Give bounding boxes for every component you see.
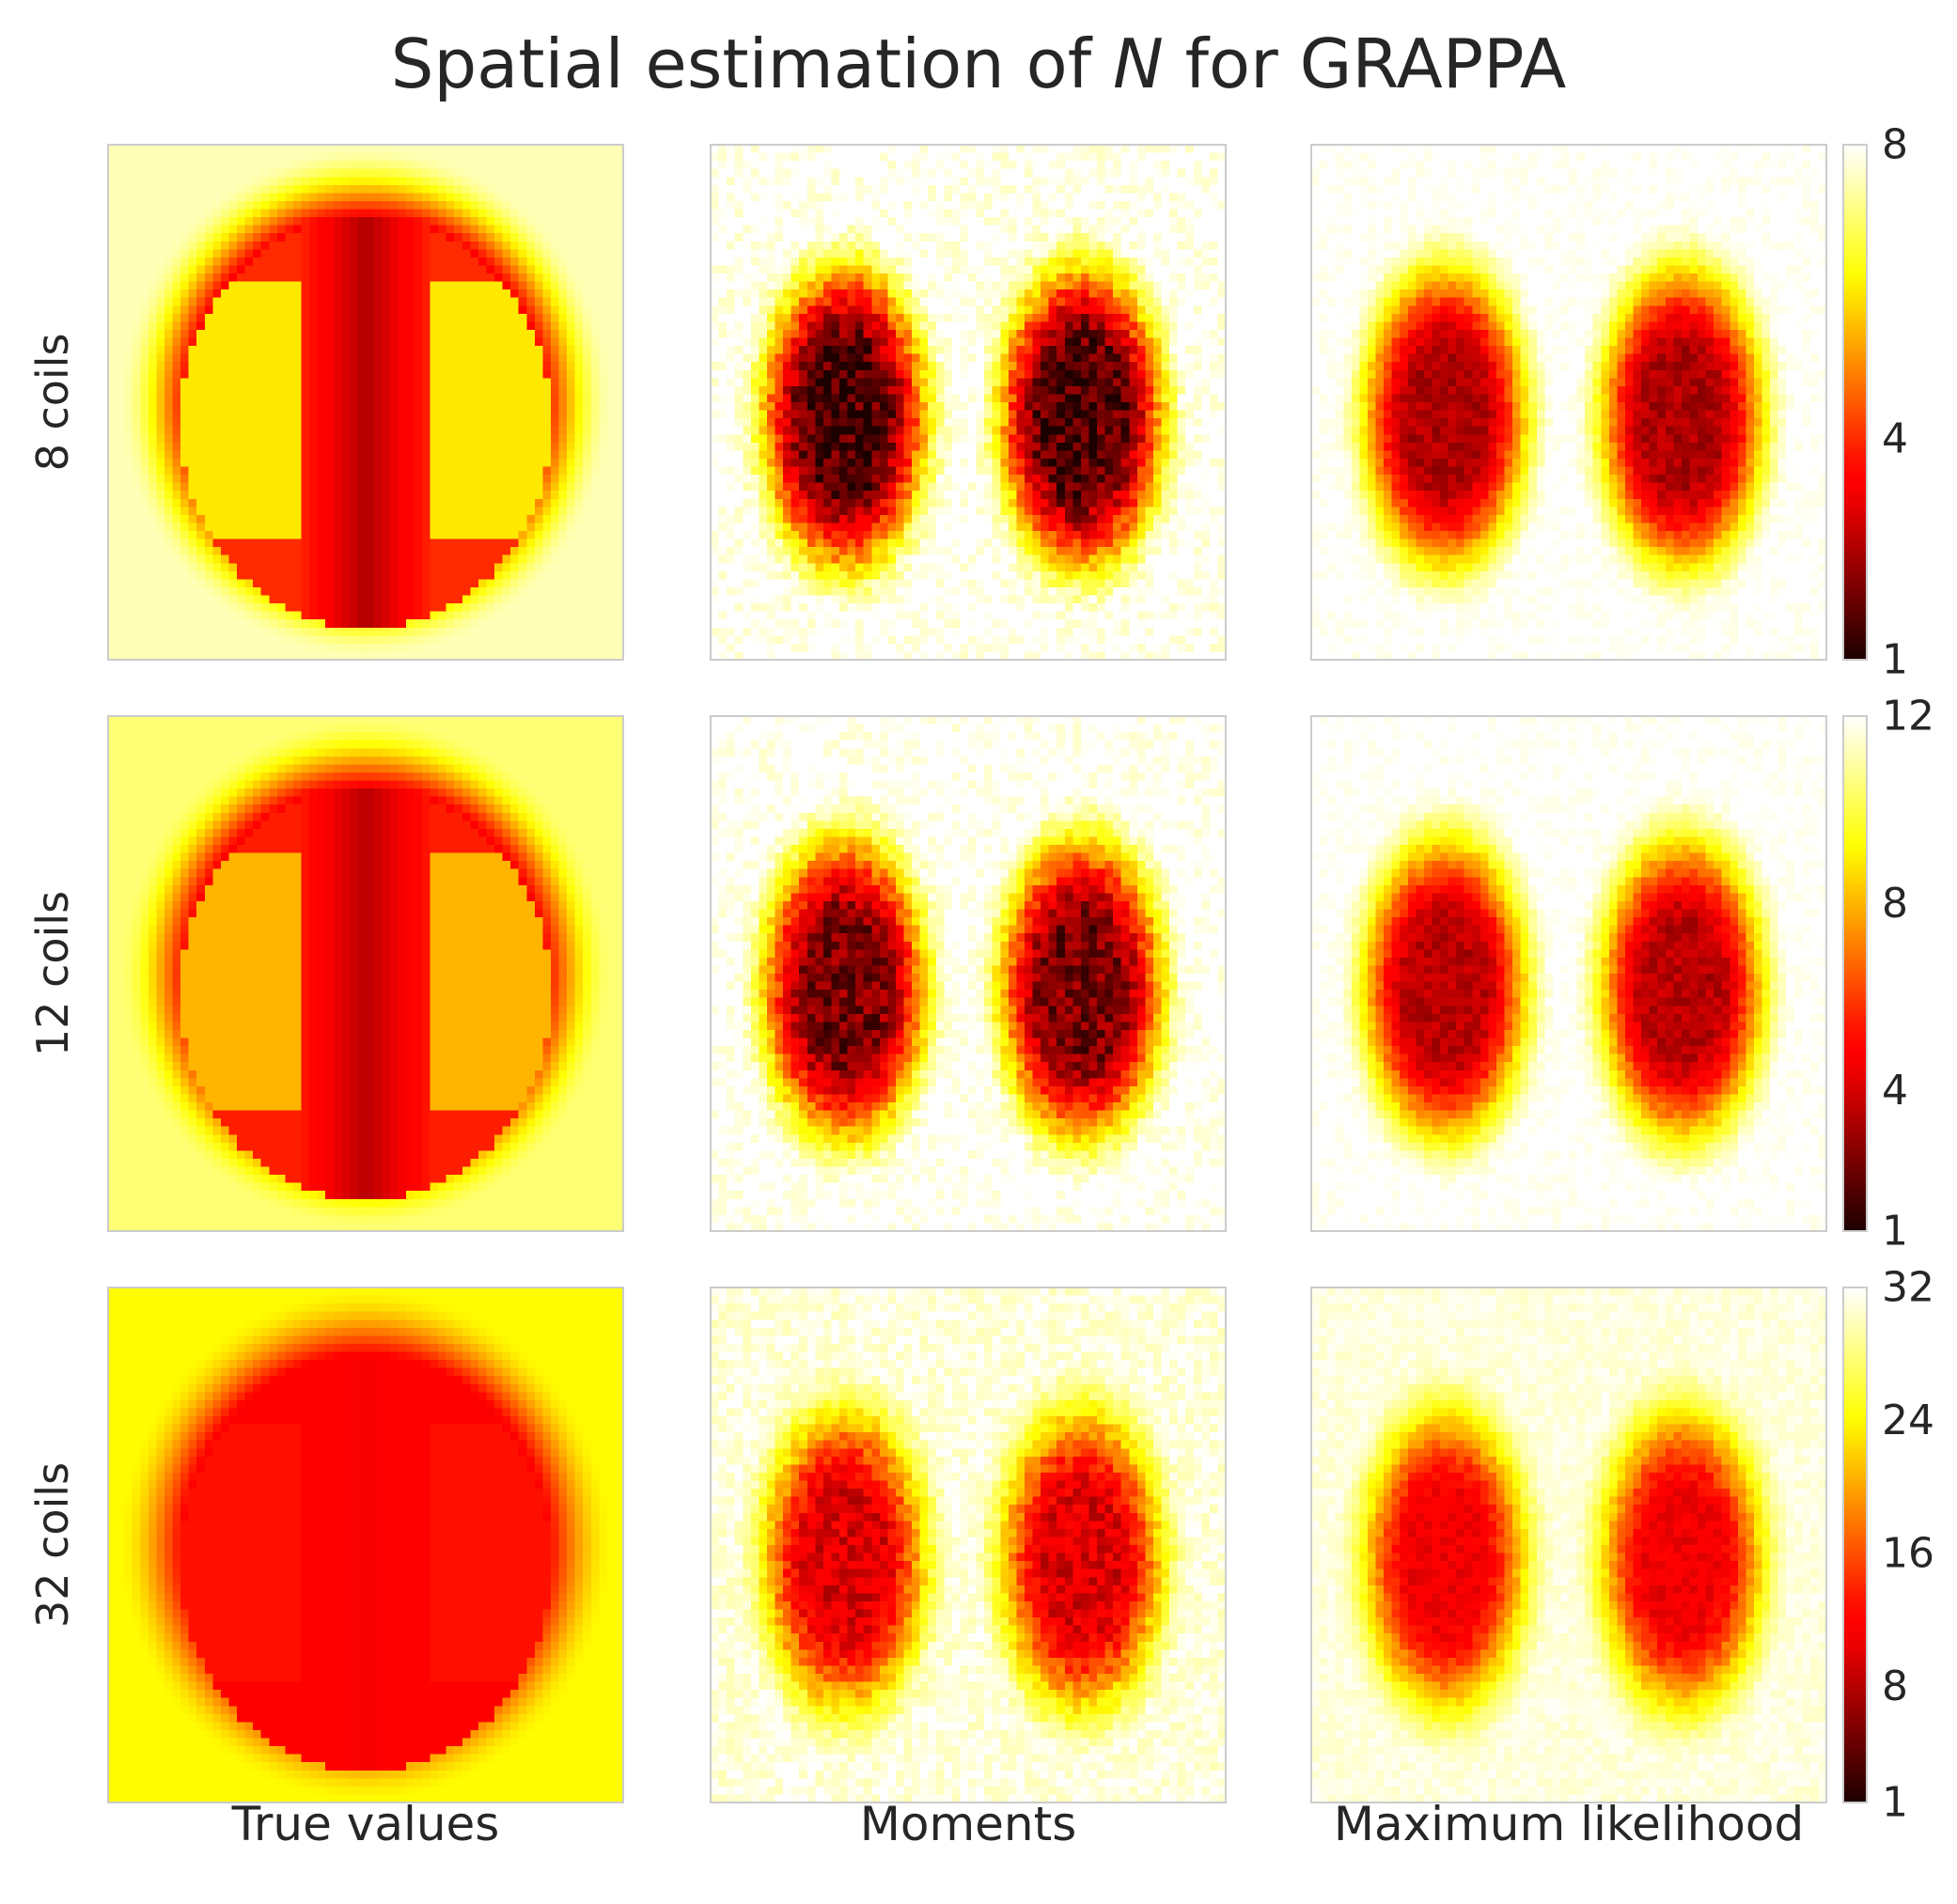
row-label: 12 coils xyxy=(27,891,78,1056)
colorbars: 1 4 8 1 4 8 12 1 8 16 24 32 xyxy=(1842,121,1934,1827)
colorbar-1 xyxy=(1842,144,1868,661)
heatmap-panel-r3-c1 xyxy=(108,1288,623,1803)
heatmap-panel-r3-c2 xyxy=(711,1288,1226,1803)
heatmap-panel-r2-c2 xyxy=(711,716,1226,1231)
colorbar-tick-label: 32 xyxy=(1882,1264,1934,1312)
row-label: 8 coils xyxy=(27,334,78,472)
row-label: 32 coils xyxy=(27,1462,78,1628)
panel-frame xyxy=(1310,144,1827,661)
heatmap-panel-r1-c2 xyxy=(711,145,1226,660)
column-label: True values xyxy=(231,1797,500,1851)
panel-frame xyxy=(710,715,1227,1232)
colorbar-tick-label: 1 xyxy=(1882,1779,1908,1827)
title-suffix: for GRAPPA xyxy=(1163,24,1567,103)
panel-frame xyxy=(710,144,1227,661)
labels: 8 coils 12 coils 32 coils True values Moment… xyxy=(27,334,1804,1851)
colorbar-tick-label: 8 xyxy=(1882,121,1908,169)
colorbar-tick-label: 8 xyxy=(1882,1662,1908,1710)
heatmap-panel-r1-c3 xyxy=(1311,145,1826,660)
heatmap-panel-r3-c3 xyxy=(1311,1288,1826,1803)
heatmap-panel-r2-c1 xyxy=(108,716,623,1231)
colorbar-tick-label: 8 xyxy=(1882,880,1908,928)
panels xyxy=(107,144,1827,1803)
panel-frame xyxy=(1310,715,1827,1232)
colorbar-tick-label: 1 xyxy=(1882,636,1908,684)
panel-frame xyxy=(710,1287,1227,1803)
chart-title: Spatial estimation of N for GRAPPA xyxy=(0,24,1957,103)
colorbar-tick-label: 4 xyxy=(1882,415,1908,463)
heatmap-panel-r1-c1 xyxy=(108,145,623,660)
title-variable: N xyxy=(1112,24,1164,103)
colorbar-2 xyxy=(1842,715,1868,1232)
column-label: Maximum likelihood xyxy=(1334,1797,1804,1851)
colorbar-tick-label: 4 xyxy=(1882,1067,1908,1115)
panel-frame xyxy=(107,715,624,1232)
colorbar-tick-label: 16 xyxy=(1882,1529,1934,1577)
panel-frame xyxy=(107,1287,624,1803)
panel-frame xyxy=(1310,1287,1827,1803)
title-prefix: Spatial estimation of xyxy=(390,24,1113,103)
column-label: Moments xyxy=(860,1797,1077,1851)
colorbar-tick-label: 1 xyxy=(1882,1208,1908,1256)
colorbar-tick-label: 12 xyxy=(1882,693,1934,741)
panel-frame xyxy=(107,144,624,661)
colorbar-3 xyxy=(1842,1287,1868,1803)
heatmap-panel-r2-c3 xyxy=(1311,716,1826,1231)
colorbar-tick-label: 24 xyxy=(1882,1397,1934,1444)
